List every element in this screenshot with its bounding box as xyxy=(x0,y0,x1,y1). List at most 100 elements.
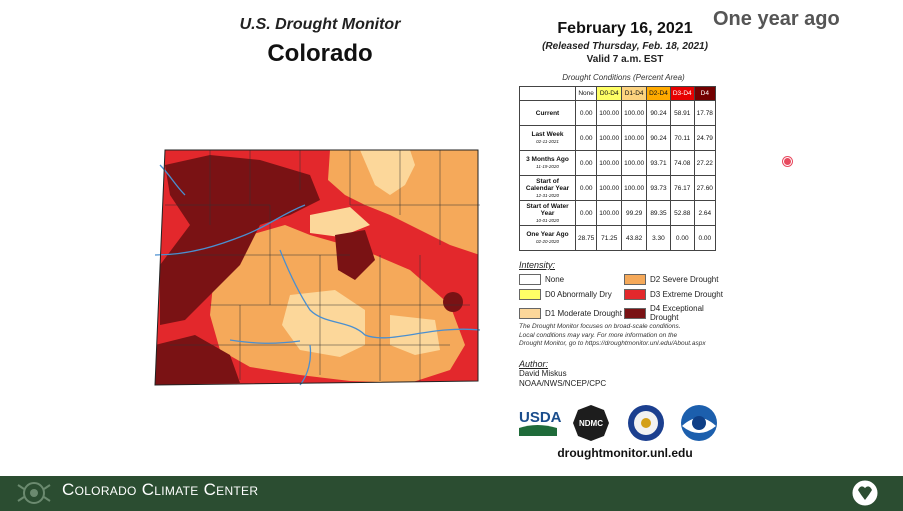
noaa-logo xyxy=(681,405,717,441)
legend-swatch xyxy=(624,274,646,285)
table-header-row: None D0-D4 D1-D4 D2-D4 D3-D4 D4 xyxy=(519,86,716,101)
table-cell: 100.00 xyxy=(596,125,623,151)
note-line: Local conditions may vary. For more info… xyxy=(519,331,678,339)
legend-title: Intensity: xyxy=(519,260,556,270)
row-label: Last Week 02-11-2021 xyxy=(519,125,576,151)
legend-label: D2 Severe Drought xyxy=(650,275,719,284)
rivers xyxy=(154,164,481,386)
disclaimer-note: The Drought Monitor focuses on broad-sca… xyxy=(519,323,739,349)
drought-monitor-url[interactable]: droughtmonitor.unl.edu xyxy=(557,446,693,460)
table-row: Last Week 02-11-2021 0.00 100.00 100.00 9… xyxy=(519,125,716,151)
d1-moderate-area-sanluis xyxy=(282,290,365,357)
table-cell: 52.88 xyxy=(669,200,695,226)
table-cell: 71.25 xyxy=(596,225,623,251)
state-title: Colorado xyxy=(267,40,373,67)
legend-item: D2 Severe Drought xyxy=(624,274,734,285)
table-cell: 93.71 xyxy=(646,150,671,176)
valid-time: Valid 7 a.m. EST xyxy=(586,54,664,65)
table-row: Current 0.00 100.00 100.00 90.24 58.91 1… xyxy=(519,100,716,126)
table-cell: 0.00 xyxy=(574,175,598,201)
col-header-d2-d4: D2-D4 xyxy=(646,86,671,101)
legend-item: D4 Exceptional Drought xyxy=(624,304,734,322)
one-year-ago-label: One year ago xyxy=(713,8,840,30)
county-lines xyxy=(165,150,480,381)
state-border xyxy=(154,149,479,386)
table-cell: 27.60 xyxy=(693,175,716,201)
row-label: 3 Months Ago 11-19-2020 xyxy=(519,150,576,176)
col-header-d1-d4: D1-D4 xyxy=(621,86,648,101)
row-label: One Year Ago 02-20-2020 xyxy=(519,225,576,251)
table-cell: 0.00 xyxy=(574,125,598,151)
col-header-d3-d4: D3-D4 xyxy=(669,86,695,101)
d1-moderate-area-north xyxy=(310,207,370,237)
d2-severe-area-east xyxy=(328,150,478,255)
table-cell: 100.00 xyxy=(621,150,648,176)
table-cell: 70.11 xyxy=(669,125,695,151)
note-line: The Drought Monitor focuses on broad-sca… xyxy=(519,323,681,330)
table-cell: 0.00 xyxy=(574,100,598,126)
table-cell: 76.17 xyxy=(669,175,695,201)
legend-label: D1 Moderate Drought xyxy=(545,308,622,318)
colorado-drought-map xyxy=(154,149,481,386)
legend-label: None xyxy=(545,275,565,284)
legend-swatch xyxy=(519,289,541,300)
table-cell: 58.91 xyxy=(669,100,695,126)
colorado-climate-center-name: Colorado Climate Center xyxy=(62,480,259,499)
table-cell: 3.30 xyxy=(646,225,671,251)
table-cell: 89.35 xyxy=(646,200,671,226)
table-cell: 24.79 xyxy=(693,125,716,151)
legend-swatch xyxy=(519,274,541,285)
table-cell: 2.64 xyxy=(693,200,716,226)
table-cell: 100.00 xyxy=(596,100,623,126)
footer-bar xyxy=(0,476,903,511)
intensity-legend: Intensity: None D2 Severe Drought D0 Abn… xyxy=(519,260,734,322)
legend-swatch xyxy=(624,307,646,319)
table-cell: 27.22 xyxy=(693,150,716,176)
table-cell: 100.00 xyxy=(596,175,623,201)
partner-logos: USDA NDMC xyxy=(519,405,717,441)
d4-exceptional-area-frontrange xyxy=(335,230,375,280)
table-cell: 0.00 xyxy=(574,150,598,176)
table-cell: 100.00 xyxy=(621,125,648,151)
release-date: (Released Thursday, Feb. 18, 2021) xyxy=(542,41,708,52)
map-date: February 16, 2021 xyxy=(557,20,693,37)
csu-ram-logo xyxy=(17,482,51,504)
table-cell: 100.00 xyxy=(596,200,623,226)
row-label: Start of Water Year 10-01-2020 xyxy=(519,200,576,226)
table-cell: 100.00 xyxy=(596,150,623,176)
legend-item: None xyxy=(519,274,624,285)
table-cell: 0.00 xyxy=(693,225,716,251)
table-cell: 100.00 xyxy=(621,175,648,201)
usdoc-seal-logo xyxy=(628,405,664,441)
row-label: Current xyxy=(519,100,576,126)
table-cell: 0.00 xyxy=(574,200,598,226)
table-row: One Year Ago 02-20-2020 28.75 71.25 43.82… xyxy=(519,225,716,251)
author-block: Author: David Miskus NOAA/NWS/NCEP/CPC xyxy=(519,359,606,389)
table-cell: 100.00 xyxy=(621,100,648,126)
date-header: February 16, 2021 (Released Thursday, Fe… xyxy=(520,20,730,65)
d4-exceptional-area-northwest xyxy=(160,155,320,325)
d1-moderate-area-northeast xyxy=(360,150,415,195)
table-cell: 90.24 xyxy=(646,100,671,126)
table-cell: 17.78 xyxy=(693,100,716,126)
map-subtitle: U.S. Drought Monitor xyxy=(239,16,401,33)
svg-text:NDMC: NDMC xyxy=(579,419,603,428)
table-cell: 0.00 xyxy=(669,225,695,251)
table-row: Start of Water Year 10-01-2020 0.00 100.0… xyxy=(519,200,716,226)
author-label: Author: xyxy=(519,359,549,369)
cursor-marker-dot xyxy=(783,157,792,166)
drought-statistics-table: None D0-D4 D1-D4 D2-D4 D3-D4 D4 Current … xyxy=(519,86,716,251)
table-row: 3 Months Ago 11-19-2020 0.00 100.00 100.0… xyxy=(519,150,716,176)
csu-ram-badge-icon xyxy=(851,479,879,507)
usda-logo: USDA xyxy=(519,409,562,436)
table-caption: Drought Conditions (Percent Area) xyxy=(562,73,685,82)
legend-swatch xyxy=(624,289,646,300)
legend-swatch xyxy=(519,307,541,319)
table-corner-cell xyxy=(519,86,576,101)
d4-exceptional-area-southwest xyxy=(155,335,240,385)
table-row: Start of Calendar Year 12-31-2020 0.00 10… xyxy=(519,175,716,201)
note-line: Drought Monitor, go to https://droughtmo… xyxy=(519,340,706,347)
table-cell: 28.75 xyxy=(574,225,598,251)
legend-item: D0 Abnormally Dry xyxy=(519,289,624,300)
table-cell: 93.73 xyxy=(646,175,671,201)
